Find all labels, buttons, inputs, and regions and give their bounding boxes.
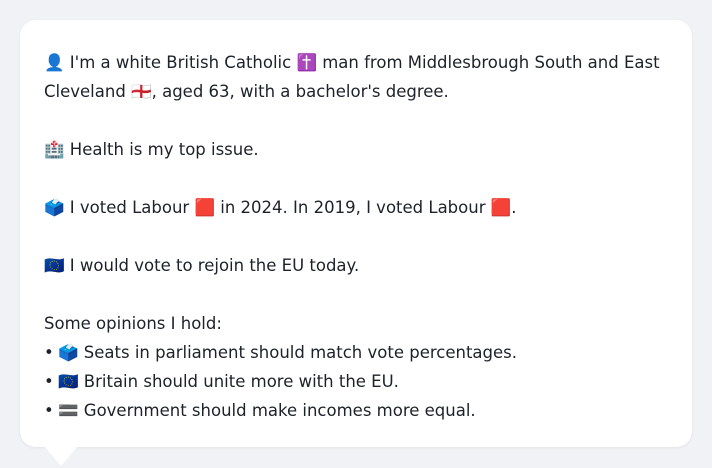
intro-paragraph: 👤 I'm a white British Catholic ✝️ man fr… bbox=[44, 48, 668, 106]
profile-message-bubble: 👤 I'm a white British Catholic ✝️ man fr… bbox=[20, 20, 692, 447]
opinion-text: 🟰 Government should make incomes more eq… bbox=[58, 401, 476, 420]
intro-line-1: 👤 I'm a white British Catholic ✝️ man fr… bbox=[44, 53, 660, 72]
opinion-text: 🗳️ Seats in parliament should match vote… bbox=[58, 343, 518, 362]
bullet-icon: • bbox=[44, 372, 54, 391]
eu-stance-text: 🇪🇺 I would vote to rejoin the EU today. bbox=[44, 256, 360, 275]
opinion-text: 🇪🇺 Britain should unite more with the EU… bbox=[58, 372, 399, 391]
voting-history-text: 🗳️ I voted Labour 🟥 in 2024. In 2019, I … bbox=[44, 198, 517, 217]
opinion-item: • 🗳️ Seats in parliament should match vot… bbox=[44, 338, 668, 367]
bubble-tail bbox=[44, 446, 78, 466]
opinion-item: • 🇪🇺 Britain should unite more with the E… bbox=[44, 367, 668, 396]
bullet-icon: • bbox=[44, 401, 54, 420]
top-issue-text: 🏥 Health is my top issue. bbox=[44, 140, 259, 159]
opinions-section: Some opinions I hold: • 🗳️ Seats in parli… bbox=[44, 309, 668, 425]
bullet-icon: • bbox=[44, 343, 54, 362]
intro-line-2: Cleveland 🏴󠁧󠁢󠁥󠁮󠁧󠁿, aged 63, with a bache… bbox=[44, 82, 449, 101]
opinion-item: • 🟰 Government should make incomes more e… bbox=[44, 396, 668, 425]
opinions-heading: Some opinions I hold: bbox=[44, 314, 222, 333]
